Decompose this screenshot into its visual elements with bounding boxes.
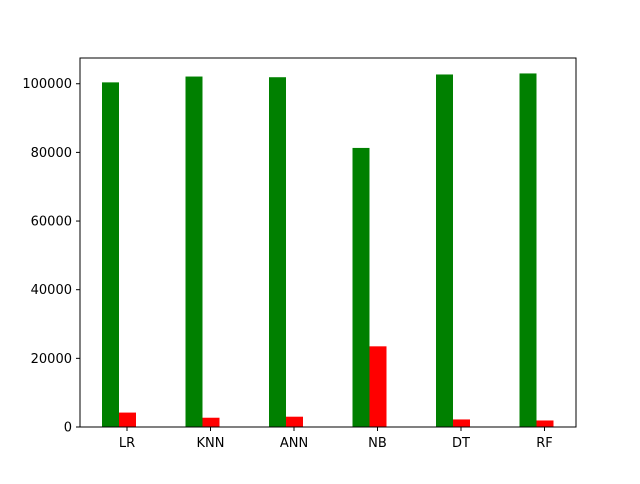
bar-series1-lr	[102, 82, 119, 428]
y-tick-label: 60000	[31, 215, 72, 230]
bar-series2-ann	[286, 416, 303, 427]
bar-series1-nb	[352, 147, 370, 427]
x-tick-label: KNN	[197, 436, 225, 451]
plot-frame	[79, 57, 577, 428]
bar-series2-knn	[202, 417, 220, 427]
y-tick-label: 100000	[22, 77, 72, 92]
bar-series2-lr	[119, 412, 136, 427]
bar-series2-rf	[536, 420, 554, 427]
x-tick-label: DT	[452, 436, 470, 451]
bar-series2-nb	[369, 346, 387, 427]
axes-layer: 0 20000 40000 60000 80000 100000 LR KNN ANN NB DT R…	[22, 57, 577, 451]
x-tick-label: ANN	[280, 436, 308, 451]
x-tick-label: LR	[119, 436, 135, 451]
bar-series1-ann	[269, 77, 286, 427]
bar-series1-dt	[436, 74, 453, 427]
x-tick-label: RF	[536, 436, 553, 451]
bar-series1-rf	[519, 73, 537, 427]
x-tick-label: NB	[368, 436, 387, 451]
y-tick-label: 20000	[31, 352, 72, 367]
y-tick-label: 80000	[31, 146, 72, 161]
y-tick-label: 40000	[31, 283, 72, 298]
bar-series1-knn	[185, 76, 203, 427]
bar-series2-dt	[453, 419, 470, 427]
bars-layer	[102, 73, 554, 428]
y-tick-label: 0	[64, 421, 72, 436]
